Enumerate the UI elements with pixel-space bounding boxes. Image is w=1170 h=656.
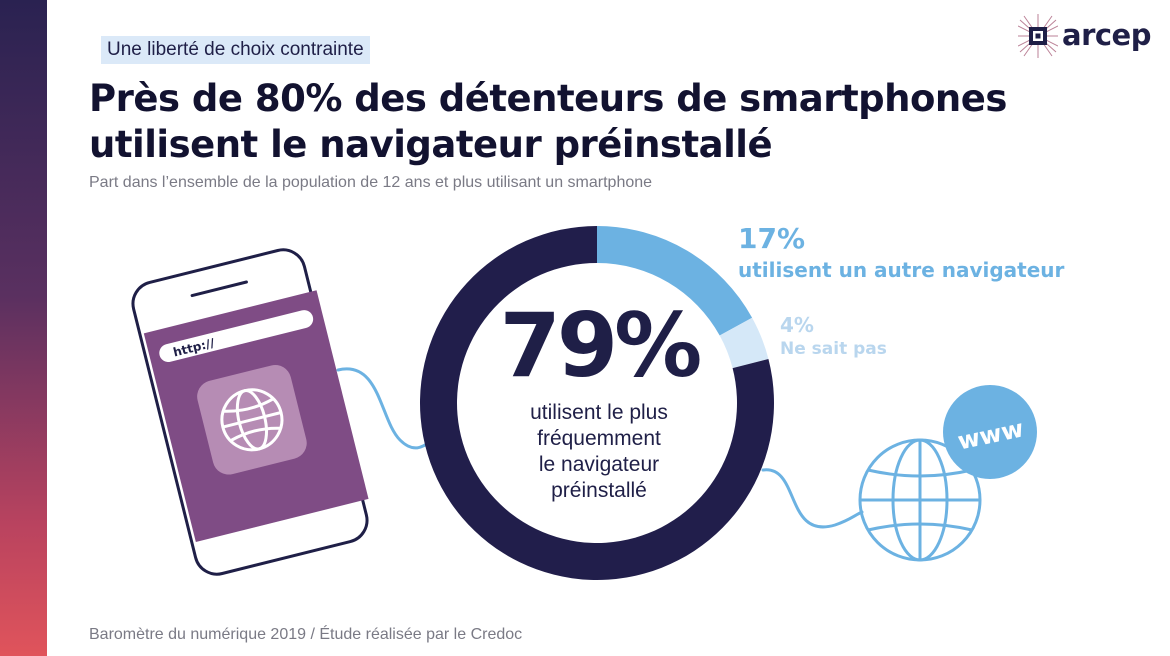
www-bubble: [943, 385, 1037, 479]
slice-other-label: utilisent un autre navigateur: [738, 258, 1065, 282]
smartphone-icon: http://: [131, 248, 369, 576]
globe-cable: [761, 468, 864, 529]
slice-unknown-label: Ne sait pas: [780, 339, 887, 359]
slice-preinstalled-value: 79%: [499, 294, 703, 397]
chart-subtitle: Part dans l’ensemble de la population de…: [89, 174, 653, 191]
title-line-2: utilisent le navigateur préinstallé: [89, 123, 773, 166]
side-accent-bar: [0, 0, 47, 656]
slice-preinstalled-label-line-3: le navigateur: [538, 453, 660, 476]
slice-other-value: 17%: [738, 222, 806, 255]
slice-other-arc: [597, 226, 753, 336]
slice-unknown-arc: [719, 317, 769, 369]
source-note: Baromètre du numérique 2019 / Étude réal…: [89, 626, 523, 643]
globe-app-icon: [220, 388, 284, 452]
slice-preinstalled-label-line-4: préinstallé: [551, 479, 647, 502]
slice-preinstalled-label: utilisent le plus fréquemment le navigat…: [490, 400, 708, 504]
page-title: Près de 80% des détenteurs de smartphone…: [89, 76, 1039, 168]
globe-icon: www: [858, 385, 1037, 562]
slice-preinstalled-label-line-2: fréquemment: [537, 427, 661, 450]
arcep-logo-text: arcep: [1062, 18, 1152, 52]
slice-unknown-value: 4%: [780, 313, 814, 337]
phone-cable: [336, 367, 435, 450]
donut-chart: [420, 226, 774, 580]
arcep-logo-mark-icon: [1017, 14, 1059, 58]
slice-preinstalled-label-line-1: utilisent le plus: [530, 401, 668, 424]
section-kicker: Une liberté de choix contrainte: [101, 36, 370, 64]
title-line-1: Près de 80% des détenteurs de smartphone…: [89, 77, 1007, 120]
arcep-logo: arcep: [1017, 14, 1158, 64]
